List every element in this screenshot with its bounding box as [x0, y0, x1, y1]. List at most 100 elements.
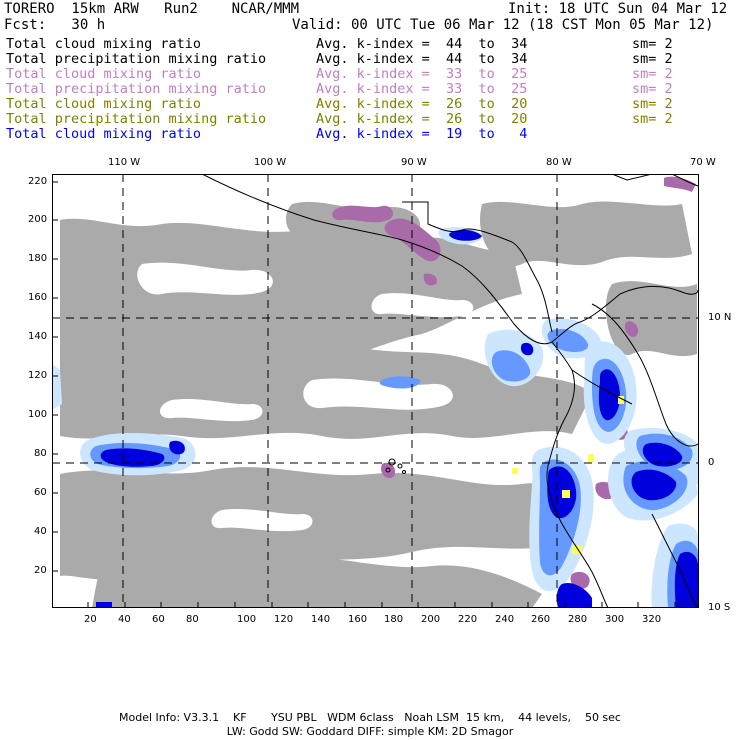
x-tick: 100 [237, 614, 257, 625]
galapagos-islands [385, 458, 406, 474]
dark-blue-area [100, 448, 165, 467]
x-tick: 240 [495, 614, 515, 625]
legend-sm-5: sm= 2 [632, 111, 673, 127]
y-tick: 220 [28, 176, 48, 187]
yellow-spot [572, 546, 582, 554]
lat-label-0: 0 [708, 457, 715, 468]
legend-field-1: Total precipitation mixing ratio [6, 51, 267, 67]
dark-blue-area [598, 369, 620, 421]
yellow-spot [618, 396, 624, 404]
x-tick: 160 [348, 614, 368, 625]
clear-gap [160, 399, 263, 422]
border-colombia [591, 303, 699, 447]
yellow-spot [588, 454, 594, 462]
coastline-caribbean [402, 201, 553, 333]
legend-avg-2: Avg. k-index = 33 to 25 [316, 66, 528, 82]
forecast-hour: Fcst: 30 h [4, 17, 106, 33]
legend-field-6: Total cloud mixing ratio [6, 126, 202, 142]
y-tick: 200 [28, 214, 48, 225]
mid-blue-area [547, 328, 589, 352]
border-peru-brazil [651, 513, 699, 608]
legend-field-2: Total cloud mixing ratio [6, 66, 202, 82]
y-tick: 100 [28, 409, 48, 420]
legend-field-5: Total precipitation mixing ratio [6, 111, 267, 127]
lat-label-10s: 10 S [708, 602, 731, 613]
model-title: TORERO 15km ARW Run2 NCAR/MMM [4, 1, 300, 17]
clear-sky-gaps [137, 262, 474, 532]
forecast-map [52, 174, 699, 608]
grey-patch-colombia [605, 281, 697, 357]
lon-label-110w: 110 W [108, 157, 141, 168]
legend-sm-2: sm= 2 [632, 66, 673, 82]
valid-time: Valid: 00 UTC Tue 06 Mar 12 (18 CST Mon … [292, 17, 714, 33]
model-info-line1: Model Info: V3.3.1 KF YSU PBL WDM 6class… [119, 711, 621, 724]
lon-label-70w: 70 W [690, 157, 716, 168]
coastline-north-south-america [551, 285, 699, 343]
lon-label-90w: 90 W [401, 157, 427, 168]
dark-blue-area [169, 440, 185, 455]
lat-label-10n: 10 N [708, 312, 732, 323]
grey-patch-caribbean [480, 201, 692, 266]
grey-band-south [60, 467, 572, 580]
border-ecuador [571, 369, 633, 405]
x-tick: 320 [642, 614, 662, 625]
purple-patch [624, 321, 639, 337]
model-info-line2: LW: Godd SW: Goddard DIFF: simple KM: 2D… [226, 725, 514, 738]
purple-patch [332, 205, 394, 223]
x-tick: 60 [152, 614, 165, 625]
dark-blue-area [642, 442, 683, 467]
x-tick: 180 [384, 614, 404, 625]
purple-patch [423, 273, 438, 286]
purple-patch [664, 176, 696, 192]
y-tick: 80 [34, 448, 47, 459]
mid-blue-area [491, 350, 531, 382]
x-tick: 220 [458, 614, 478, 625]
x-tick: 300 [605, 614, 625, 625]
coastline-pacific-central-america [201, 174, 553, 345]
cloud-field-grey [60, 201, 697, 608]
map-frame [52, 174, 699, 608]
legend-avg-5: Avg. k-index = 26 to 20 [316, 111, 528, 127]
clear-gap [137, 262, 273, 295]
island [397, 463, 403, 469]
dark-blue-area [449, 229, 482, 241]
frame-ticks [52, 181, 676, 608]
y-tick: 20 [34, 565, 47, 576]
island [385, 467, 391, 473]
island [388, 458, 396, 466]
cloud-field-yellow [512, 396, 624, 554]
yellow-spot [512, 468, 518, 474]
island [402, 470, 406, 474]
lat-lon-grid [52, 174, 699, 608]
coastlines [201, 174, 699, 608]
grey-band-bottom [92, 553, 542, 608]
clear-gap [211, 509, 313, 532]
lon-label-80w: 80 W [546, 157, 572, 168]
legend-sm-0: sm= 2 [632, 36, 673, 52]
clear-gap [371, 293, 474, 318]
dark-blue-area [556, 582, 592, 608]
purple-patch [384, 218, 441, 262]
yellow-spot [562, 490, 570, 498]
legend-avg-1: Avg. k-index = 44 to 34 [316, 51, 528, 67]
dark-blue-area [547, 466, 577, 519]
dark-blue-area [96, 602, 112, 608]
y-tick: 180 [28, 253, 48, 264]
x-tick: 260 [531, 614, 551, 625]
legend-avg-3: Avg. k-index = 33 to 25 [316, 81, 528, 97]
x-tick: 140 [311, 614, 331, 625]
dark-blue-area [520, 342, 534, 356]
legend-avg-6: Avg. k-index = 19 to 4 [316, 126, 528, 142]
dark-blue-area [631, 469, 677, 501]
mid-blue-area [379, 376, 421, 389]
y-tick: 40 [34, 526, 47, 537]
legend-avg-4: Avg. k-index = 26 to 20 [316, 96, 528, 112]
legend-field-0: Total cloud mixing ratio [6, 36, 202, 52]
init-time: Init: 18 UTC Sun 04 Mar 12 [508, 1, 728, 17]
x-tick: 120 [274, 614, 294, 625]
coastline-cuba [611, 174, 653, 181]
legend-sm-4: sm= 2 [632, 96, 673, 112]
y-tick: 140 [28, 331, 48, 342]
y-tick: 120 [28, 370, 48, 381]
clear-gap [303, 378, 453, 410]
